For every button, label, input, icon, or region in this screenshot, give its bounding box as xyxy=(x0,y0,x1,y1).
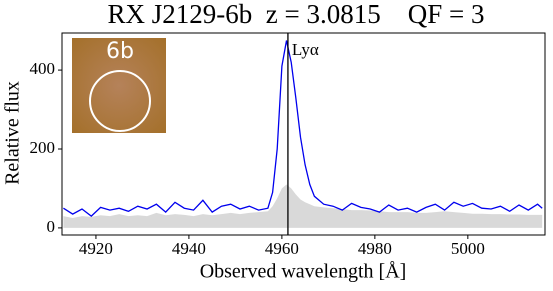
chart-title: RX J2129-6b z = 3.0815 QF = 3 xyxy=(108,0,485,29)
axes-frame xyxy=(61,32,546,236)
x-tick-label: 4940 xyxy=(172,239,206,258)
inset-image: 6b xyxy=(72,38,166,133)
inset-thumbnail xyxy=(72,38,166,133)
x-tick-label: 5000 xyxy=(451,239,485,258)
inset-label: 6b xyxy=(106,39,134,64)
y-tick-label: 400 xyxy=(30,59,56,78)
x-tick-label: 4920 xyxy=(79,239,113,258)
y-tick-label: 200 xyxy=(30,138,56,157)
x-tick-label: 4980 xyxy=(358,239,392,258)
aperture-circle xyxy=(89,70,151,132)
x-axis-label: Observed wavelength [Å] xyxy=(200,261,407,283)
plot-area: Lyα 4920 4940 4960 4980 5000 0 200 400 xyxy=(30,32,546,258)
x-tick-label: 4960 xyxy=(265,239,299,258)
error-area xyxy=(63,184,543,228)
y-axis-label: Relative flux xyxy=(2,81,24,185)
y-tick-label: 0 xyxy=(47,217,56,236)
flux-line xyxy=(63,40,543,217)
line-label: Lyα xyxy=(292,40,319,59)
